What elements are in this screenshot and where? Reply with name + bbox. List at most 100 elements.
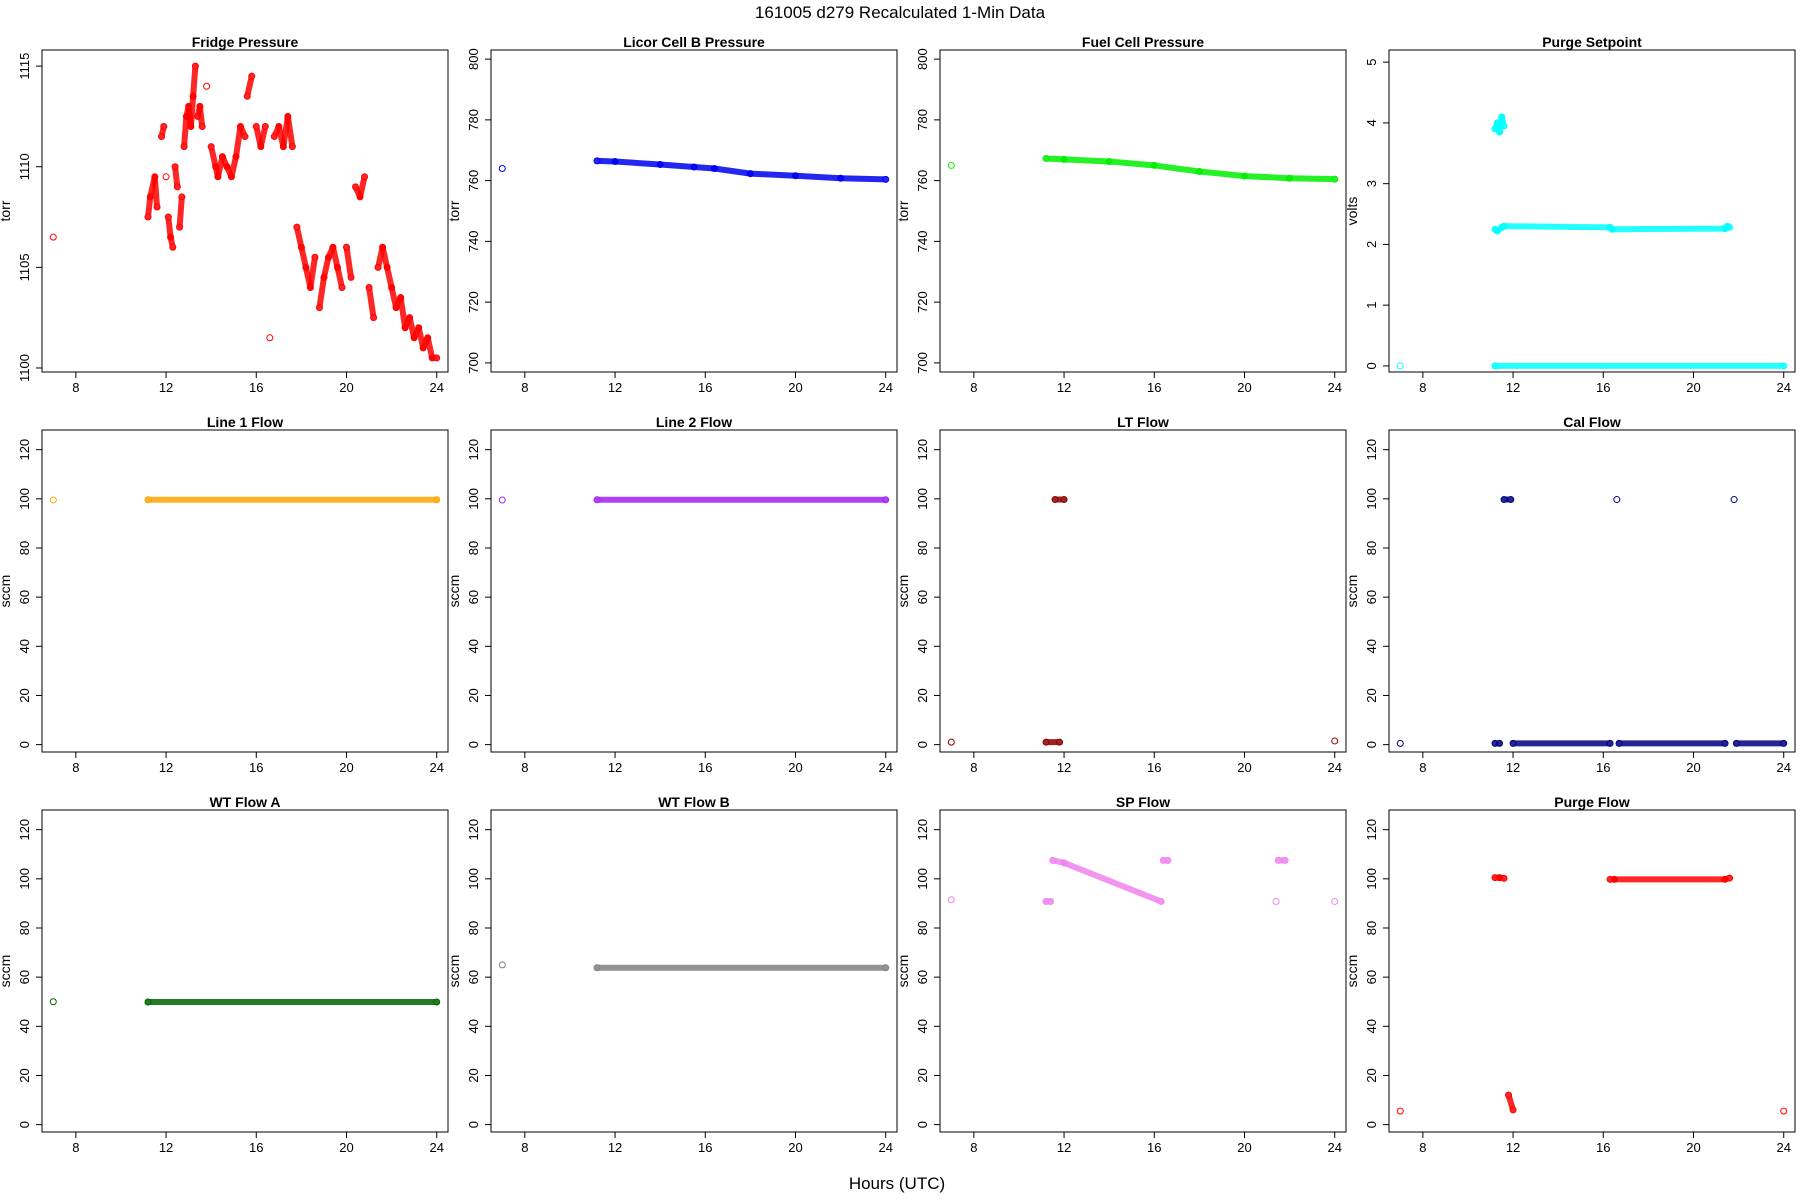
x-tick-label: 16: [1596, 1140, 1610, 1155]
data-point: [1331, 897, 1339, 905]
data-run: [1151, 162, 1203, 175]
data-point: [947, 896, 955, 904]
y-tick-label: 60: [915, 970, 930, 984]
x-tick-label: 24: [1327, 760, 1341, 775]
y-tick-label: 80: [17, 541, 32, 555]
x-tick-label: 24: [1776, 1140, 1790, 1155]
y-tick-label: 100: [17, 488, 32, 510]
y-tick-label: 800: [915, 48, 930, 70]
data-run: [320, 254, 332, 281]
x-tick-label: 8: [1419, 760, 1426, 775]
data-run: [298, 244, 309, 271]
data-point: [162, 173, 170, 181]
x-tick-label: 16: [1596, 760, 1610, 775]
x-tick-label: 16: [698, 1140, 712, 1155]
x-tick-label: 24: [878, 760, 892, 775]
x-tick-label: 16: [1147, 760, 1161, 775]
panel-title: Fridge Pressure: [192, 34, 299, 50]
data-run: [1724, 223, 1733, 231]
data-run: [145, 193, 154, 221]
y-tick-label: 20: [915, 1068, 930, 1082]
y-tick-label: 740: [915, 231, 930, 253]
y-tick-label: 80: [1364, 921, 1379, 935]
y-tick-label: 40: [466, 1019, 481, 1033]
data-run: [257, 123, 269, 150]
data-point: [1396, 1107, 1404, 1115]
y-tick-label: 5: [1364, 59, 1379, 66]
y-tick-label: 40: [466, 639, 481, 653]
data-run: [208, 143, 219, 170]
data-run: [1505, 1092, 1517, 1113]
y-tick-label: 3: [1364, 180, 1379, 187]
y-tick-label: 20: [466, 1068, 481, 1082]
y-tick-label: 60: [466, 590, 481, 604]
data-point: [498, 496, 506, 504]
panel-5: Line 2 Flow sccm 8 12 16 20 24 0 20 40 60 80 100 120: [446, 414, 898, 775]
panel-title: Purge Flow: [1554, 794, 1630, 810]
y-tick-label: 800: [466, 48, 481, 70]
x-tick-label: 12: [1506, 380, 1520, 395]
y-tick-label: 0: [466, 741, 481, 748]
data-point: [1780, 1107, 1788, 1115]
data-point: [203, 82, 211, 90]
y-axis-label: sccm: [0, 575, 13, 608]
y-tick-label: 20: [1364, 1068, 1379, 1082]
data-run: [190, 63, 199, 100]
data-run: [747, 170, 799, 179]
data-run: [792, 172, 844, 182]
data-point: [1613, 496, 1621, 504]
data-run: [334, 264, 345, 291]
data-run: [151, 173, 161, 210]
data-run: [172, 163, 181, 190]
x-tick-label: 16: [249, 760, 263, 775]
y-tick-label: 80: [1364, 541, 1379, 555]
panel-0: Fridge Pressure torr 8 12 16 20 24 1100 1105 1110…: [0, 34, 449, 395]
y-tick-label: 60: [17, 970, 32, 984]
data-run: [228, 153, 239, 180]
x-tick-label: 8: [1419, 1140, 1426, 1155]
y-tick-label: 780: [915, 109, 930, 131]
panel-7: Cal Flow sccm 8 12 16 20 24 0 20 40 60 80 100 120: [1344, 414, 1796, 775]
x-tick-label: 12: [608, 380, 622, 395]
x-tick-label: 12: [1057, 760, 1071, 775]
x-tick-label: 24: [1327, 380, 1341, 395]
x-tick-label: 12: [1506, 1140, 1520, 1155]
panel-title: Cal Flow: [1563, 414, 1621, 430]
plot-frame: [41, 49, 449, 373]
panel-title: Line 1 Flow: [207, 414, 283, 430]
data-run: [366, 284, 377, 321]
data-run: [1609, 225, 1729, 233]
y-tick-label: 80: [466, 541, 481, 555]
panel-6: LT Flow sccm 8 12 16 20 24 0 20 40 60 80 100 120: [895, 414, 1347, 775]
plot-frame: [1388, 49, 1796, 373]
panel-2: Fuel Cell Pressure torr 8 12 16 20 24 700 720 740…: [895, 34, 1347, 395]
y-tick-label: 100: [915, 868, 930, 890]
x-tick-label: 20: [1686, 1140, 1700, 1155]
y-tick-label: 100: [17, 868, 32, 890]
y-axis-label: torr: [895, 200, 911, 221]
data-point: [49, 998, 57, 1006]
y-tick-label: 120: [1364, 819, 1379, 841]
data-run: [1496, 874, 1508, 882]
y-tick-label: 100: [466, 488, 481, 510]
data-run: [379, 244, 391, 271]
x-tick-label: 12: [159, 760, 173, 775]
y-tick-label: 100: [915, 488, 930, 510]
y-axis-label: volts: [1344, 197, 1360, 226]
data-point: [947, 161, 955, 169]
y-tick-label: 1105: [17, 253, 32, 281]
y-tick-label: 60: [1364, 970, 1379, 984]
data-run: [1498, 113, 1508, 129]
data-point: [1331, 737, 1339, 745]
data-run: [1061, 156, 1113, 165]
data-run: [1241, 173, 1293, 182]
data-run: [237, 123, 248, 140]
y-tick-label: 100: [466, 868, 481, 890]
data-point: [1396, 362, 1404, 370]
y-tick-label: 60: [17, 590, 32, 604]
y-tick-label: 20: [17, 688, 32, 702]
data-point: [266, 334, 274, 342]
y-tick-label: 40: [915, 639, 930, 653]
panel-title: SP Flow: [1116, 794, 1170, 810]
